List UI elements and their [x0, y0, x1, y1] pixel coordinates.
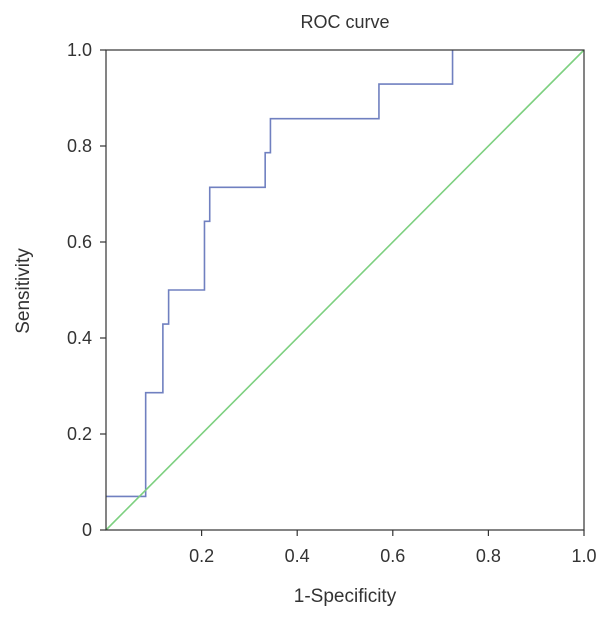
x-tick-label: 0.8	[476, 546, 501, 566]
plot-frame	[105, 49, 585, 531]
x-tick-label: 1.0	[571, 546, 596, 566]
x-tick-label: 0.6	[380, 546, 405, 566]
chart-title: ROC curve	[300, 12, 389, 32]
y-tick-label: 0.8	[67, 136, 92, 156]
y-tick-label: 0.6	[67, 232, 92, 252]
y-tick-label: 1.0	[67, 40, 92, 60]
x-tick-label: 0.4	[285, 546, 310, 566]
y-tick-label: 0.4	[67, 328, 92, 348]
y-axis-label: Sensitivity	[13, 248, 34, 334]
reference-diagonal-line	[105, 49, 585, 531]
x-axis-label: 1-Specificity	[294, 586, 397, 607]
roc-curve-line	[106, 50, 454, 498]
y-tick-label: 0.2	[67, 424, 92, 444]
y-tick-label: 0	[82, 520, 92, 540]
ticks-layer: 0.2 0.4 0.6 0.8 1.0 0 0.2 0.4 0.6 0.8 1.0	[67, 40, 597, 566]
x-tick-label: 0.2	[189, 546, 214, 566]
series-layer	[105, 49, 585, 531]
